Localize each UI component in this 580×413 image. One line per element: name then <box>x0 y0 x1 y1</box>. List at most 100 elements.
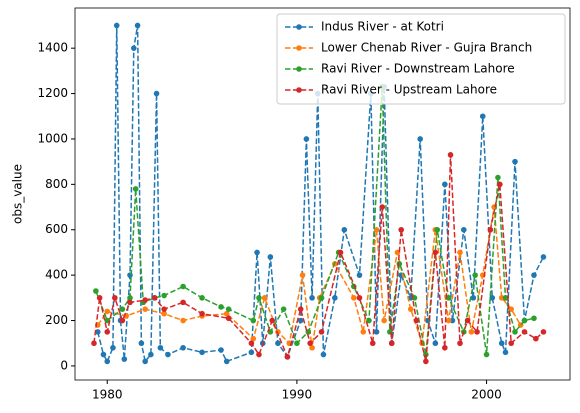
point <box>96 295 103 301</box>
point <box>104 308 111 315</box>
point <box>153 90 160 97</box>
point <box>134 22 141 29</box>
point <box>138 340 145 347</box>
point <box>442 344 448 351</box>
point <box>318 295 325 301</box>
point <box>104 317 111 324</box>
y-axis-label: obs_value <box>11 164 25 224</box>
point <box>112 295 118 301</box>
y-tick-label: 200 <box>45 313 68 327</box>
point <box>356 295 363 301</box>
point <box>225 315 232 322</box>
point <box>161 292 167 299</box>
point <box>223 310 230 317</box>
point <box>157 344 164 351</box>
legend-box <box>276 13 566 105</box>
point <box>432 249 439 256</box>
point <box>299 272 306 278</box>
point <box>127 295 133 301</box>
point <box>256 351 262 358</box>
point <box>180 344 186 351</box>
point <box>373 226 380 233</box>
point <box>434 226 441 233</box>
point <box>442 181 448 188</box>
point <box>119 306 126 312</box>
point <box>417 136 423 142</box>
point <box>91 340 97 347</box>
point <box>113 22 120 29</box>
y-tick-label: 600 <box>45 222 68 236</box>
point <box>104 358 111 365</box>
point <box>508 340 515 347</box>
legend-label: Indus River - at Kotri <box>321 20 444 34</box>
y-tick-label: 1000 <box>37 131 68 145</box>
point <box>388 340 395 347</box>
point <box>533 335 539 342</box>
point <box>161 310 167 317</box>
point <box>472 272 478 278</box>
point <box>379 204 386 210</box>
point <box>464 317 471 324</box>
point <box>119 317 126 324</box>
point <box>267 254 274 260</box>
point <box>180 283 186 290</box>
point <box>460 226 467 233</box>
point <box>381 317 387 324</box>
point <box>512 329 518 335</box>
point <box>457 249 463 256</box>
point <box>309 344 315 351</box>
point <box>373 329 380 335</box>
point <box>531 272 537 278</box>
point <box>521 329 528 335</box>
legend-label: Lower Chenab River - Gujra Branch <box>321 41 532 55</box>
point <box>250 317 257 324</box>
point <box>284 354 291 360</box>
point <box>423 358 429 365</box>
legend-marker <box>296 87 302 93</box>
point <box>366 317 372 324</box>
legend-label: Ravi River - Downstream Lahore <box>321 62 515 76</box>
point <box>468 329 475 335</box>
point <box>94 329 101 335</box>
point <box>318 329 325 335</box>
point <box>151 295 158 301</box>
point <box>100 351 107 358</box>
point <box>93 288 99 294</box>
point <box>309 295 315 301</box>
point <box>280 306 287 312</box>
point <box>495 174 501 181</box>
point <box>479 113 486 120</box>
point <box>540 329 547 335</box>
point <box>350 295 357 301</box>
point <box>254 249 260 256</box>
point <box>180 299 186 306</box>
point <box>225 306 232 312</box>
point <box>497 181 503 188</box>
legend-marker <box>296 24 302 30</box>
point <box>104 329 111 335</box>
point <box>223 358 230 365</box>
point <box>432 340 439 347</box>
point <box>250 335 257 342</box>
point <box>407 306 414 312</box>
y-tick-label: 1200 <box>37 86 68 100</box>
point <box>199 310 205 317</box>
point <box>502 349 509 356</box>
point <box>483 351 490 358</box>
point <box>256 295 262 301</box>
point <box>180 317 186 324</box>
point <box>521 317 528 324</box>
point <box>127 299 133 306</box>
point <box>356 272 363 278</box>
legend-marker <box>296 66 302 72</box>
point <box>142 297 148 303</box>
point <box>275 329 281 335</box>
point <box>248 349 255 356</box>
y-tick-label: 0 <box>60 358 68 372</box>
x-tick-label: 1980 <box>92 388 123 402</box>
y-tick-label: 400 <box>45 268 68 282</box>
point <box>218 347 224 353</box>
point <box>248 340 255 347</box>
point <box>445 295 452 301</box>
point <box>121 356 128 362</box>
